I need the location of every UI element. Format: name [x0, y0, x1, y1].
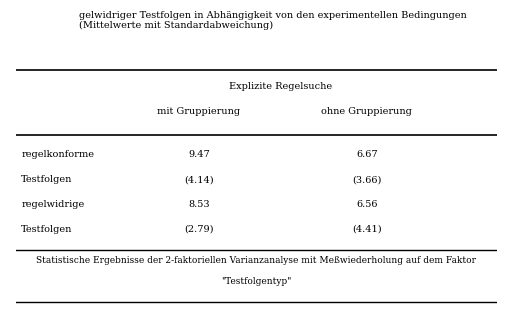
Text: 6.67: 6.67 [356, 150, 378, 159]
Text: (3.66): (3.66) [352, 175, 381, 184]
Text: mit Gruppierung: mit Gruppierung [157, 107, 240, 116]
Text: 9.47: 9.47 [188, 150, 209, 159]
Text: 6.56: 6.56 [356, 200, 378, 209]
Text: (4.14): (4.14) [184, 175, 214, 184]
Text: Testfolgen: Testfolgen [21, 175, 72, 184]
Text: Explizite Regelsuche: Explizite Regelsuche [229, 82, 332, 91]
Text: "Testfolgentyp": "Testfolgentyp" [221, 278, 291, 286]
Text: (4.41): (4.41) [352, 225, 382, 234]
Text: regelkonforme: regelkonforme [21, 150, 94, 159]
Text: ohne Gruppierung: ohne Gruppierung [322, 107, 412, 116]
Text: (2.79): (2.79) [184, 225, 214, 234]
Text: 8.53: 8.53 [188, 200, 209, 209]
Text: Statistische Ergebnisse der 2-faktoriellen Varianzanalyse mit Meßwiederholung au: Statistische Ergebnisse der 2-faktoriell… [37, 256, 477, 265]
Text: gelwidriger Testfolgen in Abhängigkeit von den experimentellen Bedingungen (Mitt: gelwidriger Testfolgen in Abhängigkeit v… [79, 11, 467, 30]
Text: regelwidrige: regelwidrige [21, 200, 85, 209]
Text: Testfolgen: Testfolgen [21, 225, 72, 234]
